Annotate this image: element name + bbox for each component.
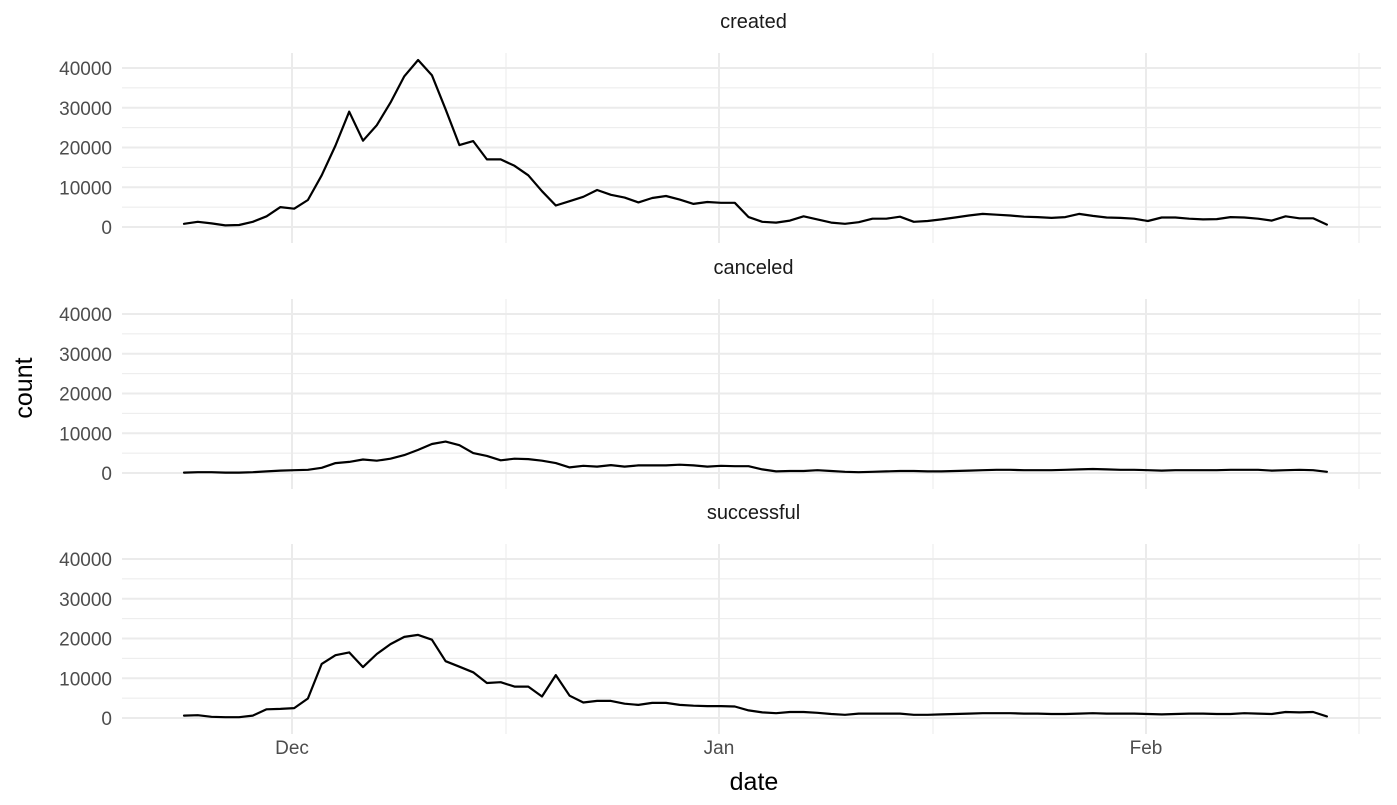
y-tick-label: 0 (101, 464, 112, 485)
x-tick-label: Jan (704, 738, 735, 759)
panel-canceled: 0 10000 20000 30000 40000 canceled (59, 257, 1381, 489)
y-tick-label: 30000 (59, 590, 112, 611)
x-axis-title: date (730, 768, 779, 796)
y-tick-label: 0 (101, 709, 112, 730)
y-axis-title: count (10, 357, 38, 418)
y-tick-label: 20000 (59, 139, 112, 160)
x-axis: Dec Jan Feb (275, 738, 1162, 759)
y-tick-label: 0 (101, 218, 112, 239)
facet-strip-label: successful (707, 502, 800, 524)
series-line-successful (182, 633, 1329, 719)
y-tick-label: 30000 (59, 345, 112, 366)
y-tick-label: 10000 (59, 669, 112, 690)
x-tick-label: Feb (1130, 738, 1163, 759)
panels-group: 0 10000 20000 30000 40000 created 0 10000 20000 3… (59, 11, 1381, 734)
panel-created: 0 10000 20000 30000 40000 created (59, 11, 1381, 243)
y-tick-label: 10000 (59, 424, 112, 445)
series-line-created (182, 58, 1329, 227)
y-tick-label: 30000 (59, 99, 112, 120)
y-tick-label: 40000 (59, 305, 112, 326)
y-tick-label: 40000 (59, 59, 112, 80)
facet-strip-label: created (720, 11, 787, 33)
series-line-canceled (182, 440, 1329, 474)
y-tick-label: 40000 (59, 550, 112, 571)
facet-strip-label: canceled (713, 257, 793, 279)
y-tick-label: 10000 (59, 178, 112, 199)
panel-successful: 0 10000 20000 30000 40000 successful (59, 502, 1381, 734)
x-tick-label: Dec (275, 738, 309, 759)
y-tick-label: 20000 (59, 630, 112, 651)
y-tick-label: 20000 (59, 385, 112, 406)
